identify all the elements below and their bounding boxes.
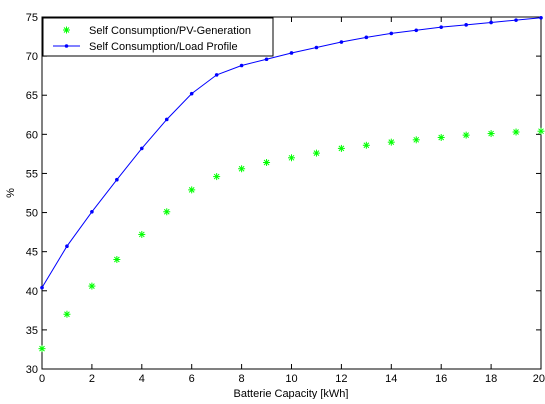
- data-point: [38, 345, 46, 353]
- x-axis-label: Batterie Capacity [kWh]: [234, 388, 349, 399]
- data-point: [312, 149, 320, 157]
- x-tick-label: 10: [285, 373, 297, 385]
- x-tick-label: 2: [89, 373, 95, 385]
- series-2: [40, 15, 543, 290]
- x-tick-label: 16: [435, 373, 447, 385]
- data-point: [138, 230, 146, 238]
- x-tick-label: 0: [39, 373, 45, 385]
- axis-ticks: 0 2 4 6 8 10 12 14 16 18 20 30 35 40 45 50 55 60 65 70 75: [26, 12, 545, 385]
- legend-label: Self Consumption/Load Profile: [89, 41, 238, 53]
- data-point: [40, 285, 44, 290]
- x-tick-label: 20: [533, 373, 545, 385]
- data-point: [464, 23, 468, 27]
- legend-item-2: Self Consumption/Load Profile: [53, 41, 238, 53]
- data-point: [489, 20, 493, 25]
- legend-items: Self Consumption/PV-Generation Self Consu…: [53, 25, 251, 53]
- data-point: [90, 209, 94, 214]
- data-point: [288, 154, 295, 162]
- y-tick-label: 60: [26, 129, 38, 141]
- x-tick-label: 12: [335, 373, 347, 385]
- data-point: [539, 15, 543, 20]
- data-point: [439, 25, 444, 29]
- x-tick-label: 4: [139, 373, 145, 385]
- data-point: [314, 45, 319, 50]
- data-point: [263, 158, 271, 166]
- y-tick-label: 35: [26, 325, 38, 337]
- data-point: [113, 255, 121, 263]
- legend-item-1: Self Consumption/PV-Generation: [63, 25, 251, 37]
- y-tick-label: 65: [26, 90, 38, 102]
- data-point: [389, 31, 394, 36]
- y-tick-label: 55: [26, 168, 38, 180]
- data-point: [140, 146, 144, 151]
- y-axis-label: %: [5, 188, 17, 198]
- data-point: [213, 173, 221, 181]
- legend-marker: [64, 44, 69, 48]
- data-point: [537, 127, 545, 135]
- series-1: [38, 127, 545, 353]
- data-point: [289, 51, 294, 55]
- data-point: [65, 244, 69, 248]
- legend: Self Consumption/PV-Generation Self Consu…: [42, 17, 274, 57]
- data-point: [214, 73, 219, 77]
- x-tick-label: 6: [189, 373, 195, 385]
- data-point: [238, 165, 246, 173]
- data-point: [462, 131, 470, 139]
- data-point: [163, 208, 171, 216]
- y-tick-label: 75: [26, 12, 38, 24]
- y-tick-label: 45: [26, 247, 38, 259]
- data-point: [362, 141, 370, 149]
- y-tick-label: 40: [26, 286, 38, 298]
- data-point: [414, 28, 419, 33]
- data-point: [512, 128, 520, 136]
- data-point: [412, 136, 420, 144]
- legend-marker: [63, 26, 70, 34]
- x-tick-label: 18: [485, 373, 497, 385]
- plot-area: [41, 16, 542, 370]
- data-point: [437, 133, 445, 141]
- data-point: [164, 117, 169, 122]
- data-point: [387, 138, 395, 146]
- data-point: [514, 18, 518, 22]
- y-tick-label: 70: [26, 51, 38, 63]
- data-point: [264, 57, 269, 62]
- data-point: [364, 35, 369, 40]
- data-point: [115, 177, 119, 182]
- data-point: [487, 130, 495, 138]
- x-tick-label: 8: [239, 373, 245, 385]
- data-point: [188, 186, 196, 194]
- y-tick-label: 50: [26, 208, 38, 220]
- legend-box: [42, 17, 274, 57]
- data-point: [339, 40, 344, 44]
- legend-label: Self Consumption/PV-Generation: [89, 25, 251, 37]
- y-tick-label: 30: [26, 364, 38, 376]
- x-tick-label: 14: [385, 373, 397, 385]
- series-layer: [38, 15, 545, 353]
- data-point: [63, 310, 71, 318]
- data-point: [189, 91, 194, 96]
- data-point: [239, 63, 244, 68]
- data-point: [337, 144, 345, 152]
- data-point: [88, 282, 96, 290]
